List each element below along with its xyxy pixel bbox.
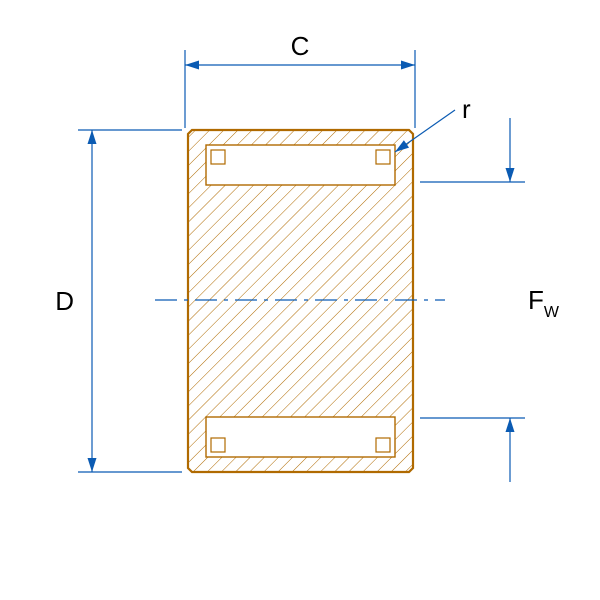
label-D: D — [55, 286, 74, 316]
cross-section — [178, 120, 423, 482]
bearing-diagram: CDFWr — [0, 0, 600, 600]
label-C: C — [291, 31, 310, 61]
label-r: r — [462, 94, 471, 124]
